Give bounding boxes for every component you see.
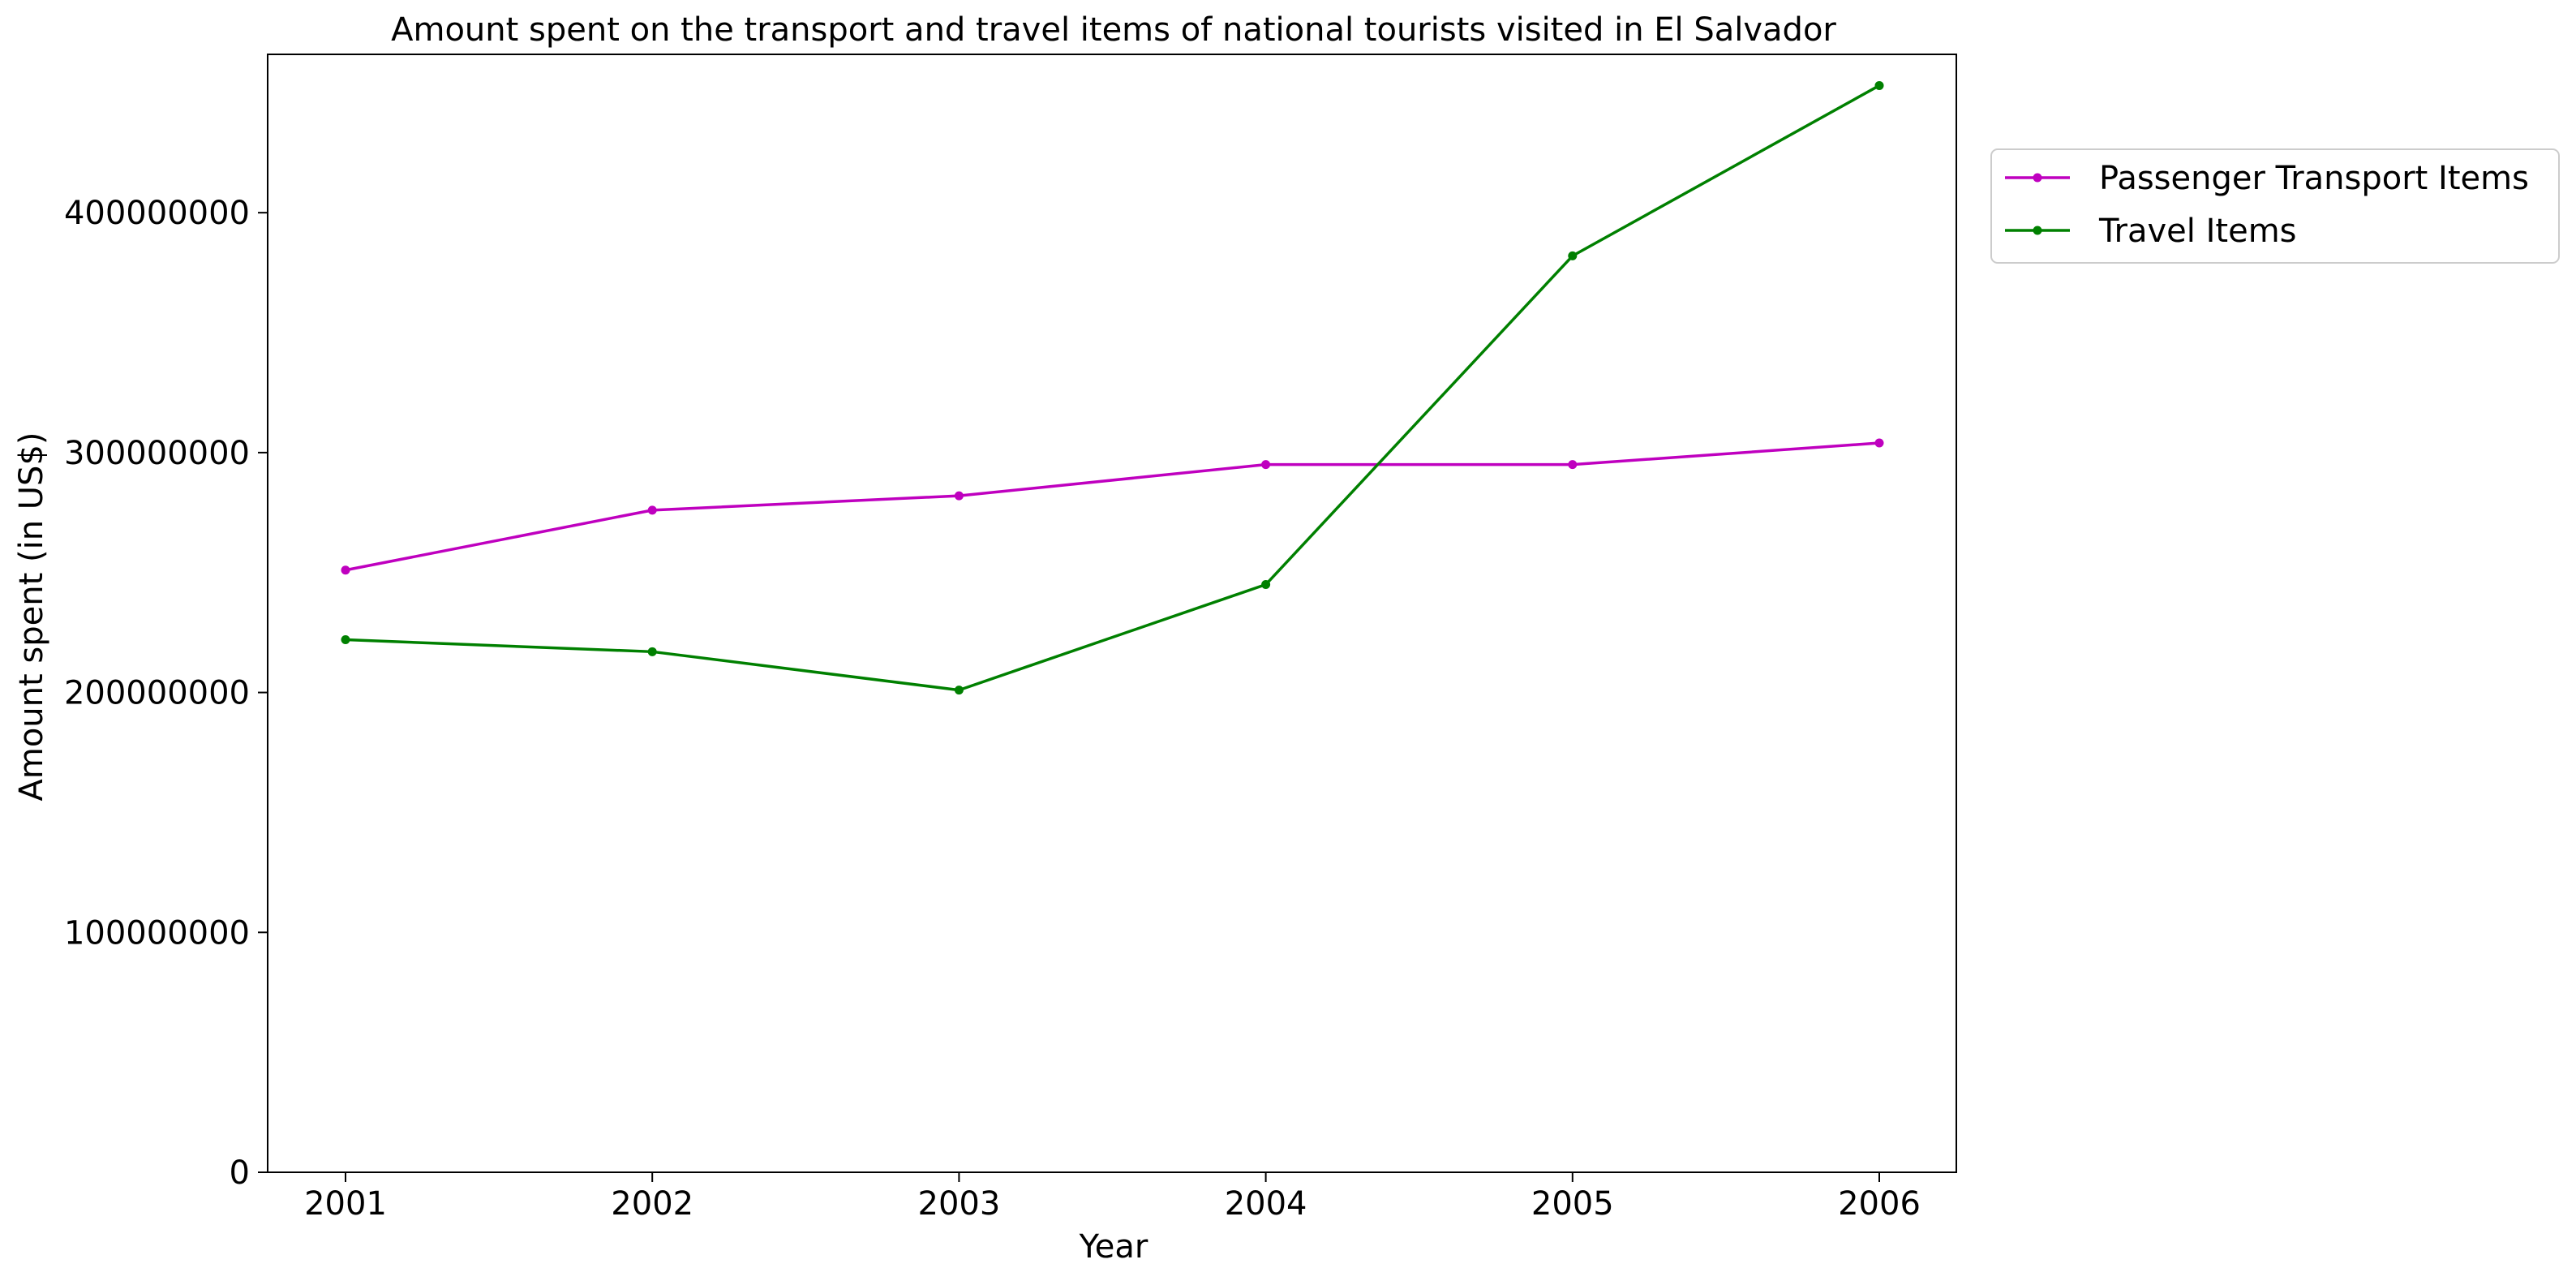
x-tick-label: 2005	[1531, 1185, 1614, 1223]
x-tick-label: 2002	[611, 1185, 693, 1223]
y-tick-label: 400000000	[64, 195, 250, 232]
data-point	[1874, 438, 1884, 448]
series-passenger-transport-items	[341, 438, 1884, 575]
plot-area	[267, 54, 1957, 1173]
y-tick-label: 0	[230, 1154, 250, 1192]
legend-item: Travel Items	[2005, 213, 2297, 250]
series-line	[345, 441, 1880, 572]
y-tick-label: 300000000	[64, 435, 250, 472]
series-travel-items	[341, 80, 1884, 695]
y-tick-label: 200000000	[64, 675, 250, 712]
data-point	[341, 565, 350, 575]
legend-label: Passenger Transport Items	[2099, 160, 2529, 197]
chart-title: Amount spent on the transport and travel…	[391, 11, 1836, 49]
x-axis-label: Year	[1079, 1228, 1148, 1266]
legend-item: Passenger Transport Items	[2005, 160, 2529, 197]
series-lines	[341, 80, 1884, 695]
x-axis-ticks: 2001 2002 2003 2004 2005 2006	[304, 1172, 1921, 1223]
x-tick-label: 2006	[1838, 1185, 1921, 1223]
x-tick-label: 2003	[918, 1185, 1001, 1223]
data-point	[647, 647, 657, 656]
data-point	[341, 635, 350, 645]
legend-frame	[1990, 148, 2560, 264]
y-tick-label: 100000000	[64, 914, 250, 952]
data-point	[1874, 80, 1884, 90]
legend-label: Travel Items	[2098, 213, 2297, 250]
y-axis-ticks: 0 100000000 200000000 300000000 400000000	[64, 195, 268, 1192]
legend: Passenger Transport Items Travel Items	[1990, 148, 2560, 264]
data-point	[954, 686, 964, 695]
data-point	[647, 505, 657, 515]
data-point	[1568, 460, 1578, 470]
x-tick-label: 2001	[304, 1185, 387, 1223]
data-point	[1568, 251, 1578, 260]
data-point	[954, 491, 964, 501]
plot-frame	[267, 54, 1957, 1173]
data-point	[1261, 460, 1271, 470]
legend-marker	[2033, 173, 2042, 183]
y-axis-label: Amount spent (in US$)	[13, 432, 50, 802]
series-line	[345, 84, 1880, 692]
legend-marker	[2033, 226, 2042, 235]
data-point	[1261, 580, 1271, 590]
x-tick-label: 2004	[1225, 1185, 1307, 1223]
